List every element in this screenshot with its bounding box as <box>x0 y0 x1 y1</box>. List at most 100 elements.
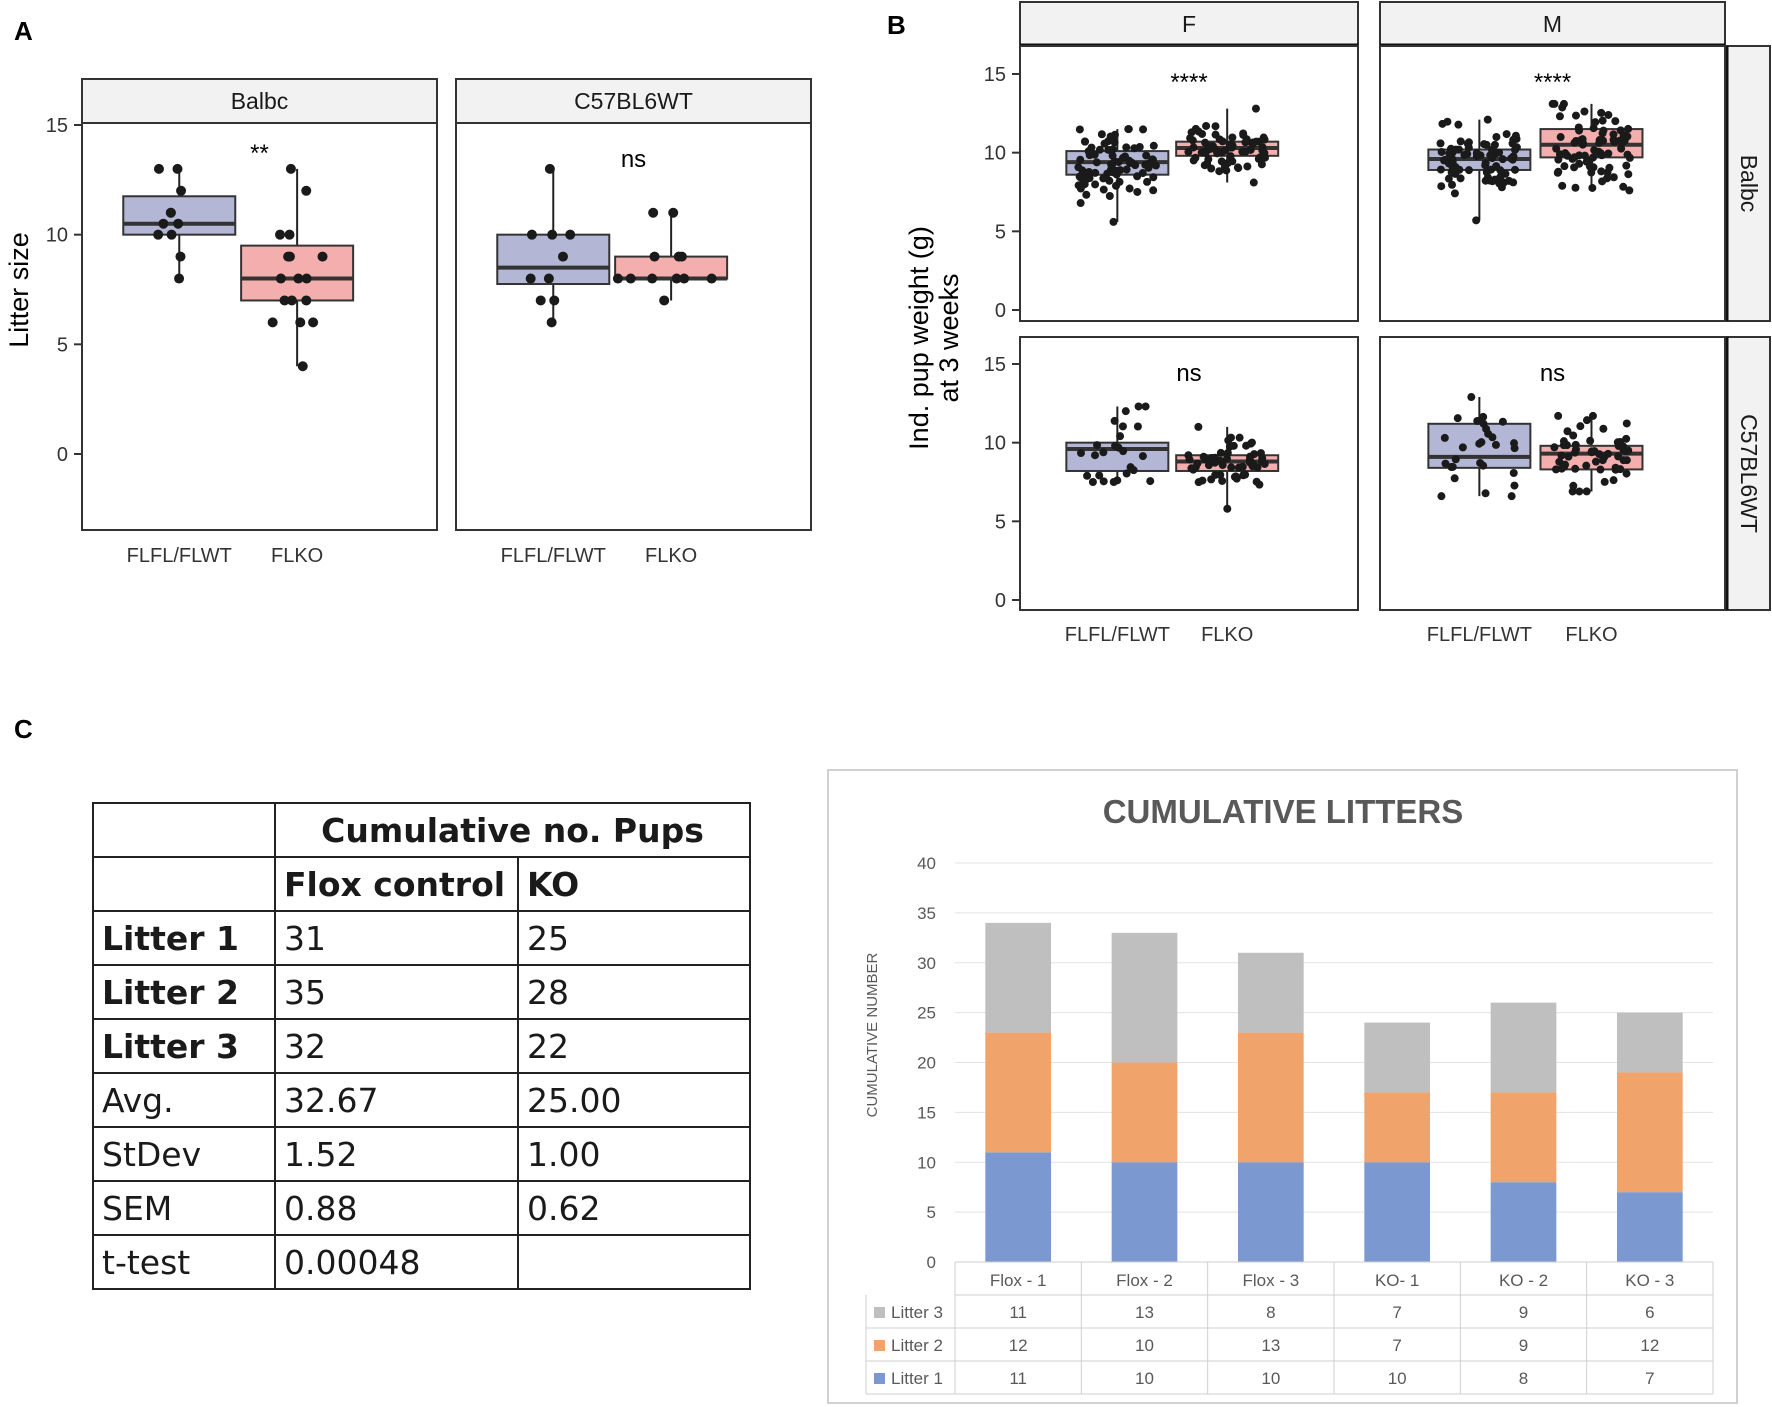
bar-segment <box>1111 932 1178 1063</box>
x-tick-label: FLKO <box>1565 624 1617 646</box>
data-point <box>535 295 546 306</box>
panel-label-c: C <box>14 714 33 744</box>
table-row-label: Litter 3 <box>92 1018 276 1074</box>
data-point <box>1555 150 1564 159</box>
data-point <box>158 218 169 229</box>
data-point <box>1609 173 1618 182</box>
data-point <box>1501 169 1510 178</box>
panel-a-boxplot: Balbc ** FLFL/FLWT FLKO C57BL6WT ns FLFL/FLWT F… <box>4 78 812 567</box>
data-point <box>1588 411 1597 420</box>
data-point <box>1215 167 1224 176</box>
data-point <box>1218 461 1227 470</box>
panel-c-stacked-bar: CUMULATIVE LITTERS 0 5 10 15 20 25 30 35 40 CUMULA… <box>864 793 1714 1395</box>
data-point <box>1256 153 1265 162</box>
data-point <box>1510 439 1519 448</box>
data-point <box>1095 145 1104 154</box>
data-point <box>284 251 295 262</box>
data-point <box>1575 487 1584 496</box>
y-tick-label: 20 <box>917 1054 936 1073</box>
data-point <box>1467 393 1476 402</box>
data-point <box>1074 181 1083 190</box>
bar-segment <box>1111 1062 1178 1163</box>
data-point <box>1139 125 1148 134</box>
data-point <box>547 229 558 240</box>
data-point <box>1218 476 1227 485</box>
data-point <box>546 317 557 328</box>
x-category-label: KO- 1 <box>1375 1271 1419 1290</box>
table-cell-ko: 25 <box>517 910 751 966</box>
data-point <box>1611 117 1620 126</box>
data-point <box>668 207 679 218</box>
data-point <box>1481 489 1490 498</box>
data-point <box>1589 124 1598 133</box>
data-point <box>275 229 286 240</box>
data-point <box>1119 153 1128 162</box>
data-point <box>1255 480 1264 489</box>
bar-segment <box>1616 1192 1683 1262</box>
data-point <box>1194 422 1203 431</box>
data-point <box>1591 457 1600 466</box>
legend-label: Litter 3 <box>891 1303 943 1322</box>
data-point <box>1122 165 1131 174</box>
y-tick-label: 5 <box>927 1203 936 1222</box>
table-row-label: Litter 2 <box>92 964 276 1020</box>
data-point <box>1093 441 1102 450</box>
data-table-value: 13 <box>1261 1336 1280 1355</box>
data-point <box>706 273 717 284</box>
data-point <box>1202 455 1211 464</box>
bar-segment <box>1616 1012 1683 1073</box>
data-point <box>175 251 186 262</box>
data-point <box>1124 125 1133 134</box>
data-table-value: 13 <box>1135 1303 1154 1322</box>
data-point <box>1574 123 1583 132</box>
data-point <box>1555 457 1564 466</box>
facet-plot-area <box>1379 336 1726 611</box>
y-tick-label: 5 <box>57 334 68 356</box>
y-tick-label: 40 <box>917 854 936 873</box>
data-point <box>557 251 568 262</box>
x-tick-label: FLKO <box>645 545 697 567</box>
bar-segment <box>1364 1092 1431 1163</box>
data-point <box>284 229 295 240</box>
data-point <box>1189 465 1198 474</box>
data-point <box>1560 162 1569 171</box>
x-tick-label: FLKO <box>1201 624 1253 646</box>
data-point <box>1223 504 1232 513</box>
panel-label-b: B <box>887 10 906 40</box>
data-point <box>1622 161 1631 170</box>
data-point <box>1142 151 1151 160</box>
table-row: Litter 2 35 28 <box>92 964 751 1020</box>
data-point <box>1596 465 1605 474</box>
data-point <box>297 361 308 372</box>
data-point <box>1216 448 1225 457</box>
data-point <box>173 218 184 229</box>
data-table-value: 12 <box>1640 1336 1659 1355</box>
data-point <box>1111 441 1120 450</box>
data-point <box>1609 135 1618 144</box>
data-table-value: 10 <box>1135 1369 1154 1388</box>
data-point <box>1125 184 1134 193</box>
data-point <box>1184 451 1193 460</box>
data-point <box>1151 161 1160 170</box>
data-point <box>1229 441 1238 450</box>
data-point <box>1571 183 1580 192</box>
data-point <box>1085 174 1094 183</box>
data-point <box>301 185 312 196</box>
data-point <box>166 229 177 240</box>
data-point <box>1146 477 1155 486</box>
data-point <box>1198 129 1207 138</box>
data-point <box>153 163 164 174</box>
data-point <box>1511 145 1520 154</box>
y-tick-label: 15 <box>917 1103 936 1122</box>
y-tick-label: 15 <box>984 354 1006 376</box>
data-point <box>1149 186 1158 195</box>
data-point <box>1486 151 1495 160</box>
data-point <box>1569 481 1578 490</box>
data-point <box>1143 177 1152 186</box>
data-point <box>1450 189 1459 198</box>
data-point <box>301 273 312 284</box>
table-cell-ko: 1.00 <box>517 1126 751 1182</box>
data-point <box>1509 152 1518 161</box>
y-tick-label: 5 <box>995 221 1006 243</box>
data-point <box>1598 116 1607 125</box>
